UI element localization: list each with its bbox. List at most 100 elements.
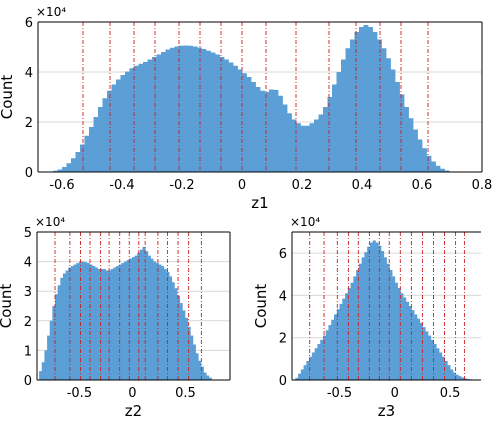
- y-axis-label: Count: [0, 75, 16, 120]
- x-tick-label: 0.4: [352, 178, 373, 193]
- x-tick-label: 0.8: [472, 178, 492, 193]
- histogram-bar: [185, 318, 188, 380]
- histogram-bar: [400, 293, 403, 380]
- histogram-bar: [445, 361, 448, 380]
- histogram-bar: [179, 46, 184, 172]
- histogram-bar: [428, 336, 431, 380]
- histogram-bar: [238, 70, 243, 173]
- histogram-bar: [63, 273, 66, 380]
- x-tick-label: 0.5: [175, 386, 196, 401]
- histogram-bar: [130, 68, 135, 172]
- y-tick-label: 5: [24, 226, 32, 241]
- histogram-bar: [377, 40, 382, 173]
- histogram-bar: [233, 66, 238, 172]
- histogram-bar: [71, 158, 76, 172]
- histogram-bar: [229, 63, 234, 173]
- histogram-bar: [47, 336, 50, 380]
- histogram-bar: [456, 375, 459, 380]
- histogram-bar: [50, 321, 53, 380]
- histogram-bar: [356, 270, 359, 380]
- histogram-bar: [413, 130, 418, 173]
- histogram-bar: [108, 270, 111, 380]
- histogram-bar: [71, 266, 74, 380]
- y-tick-label: 2: [279, 332, 287, 347]
- histogram-bar: [367, 247, 370, 380]
- histogram-bar: [296, 123, 301, 172]
- histogram-bar: [87, 263, 90, 380]
- histogram-bar: [62, 167, 67, 172]
- histogram-bar: [387, 264, 390, 380]
- histogram-bar: [197, 48, 202, 173]
- histogram-bar: [188, 327, 191, 380]
- y-tick-label: 6: [25, 16, 33, 31]
- histogram-bar: [331, 320, 334, 380]
- histogram-bar: [121, 263, 124, 380]
- histogram-bar: [411, 310, 414, 380]
- histogram-bar: [92, 266, 95, 380]
- y-tick-label: 4: [24, 256, 32, 271]
- histogram-bar: [161, 52, 166, 172]
- histogram-bar: [103, 98, 108, 172]
- histogram-bar: [184, 46, 189, 173]
- histogram-bar: [417, 319, 420, 380]
- histogram-bar: [362, 257, 365, 380]
- histogram-bar: [80, 145, 85, 173]
- histogram-bar: [342, 299, 345, 380]
- histogram-bar: [458, 376, 461, 380]
- histogram-bar: [305, 126, 310, 172]
- histogram-bar: [161, 266, 164, 380]
- histogram-bar: [334, 314, 337, 380]
- x-tick-label: 0: [128, 386, 136, 401]
- histogram-bar: [328, 325, 331, 380]
- x-tick-label: 0.6: [412, 178, 433, 193]
- histogram-bar: [265, 92, 270, 172]
- histogram-bar: [116, 80, 121, 173]
- histogram-bar: [182, 310, 185, 380]
- histogram-bar: [404, 107, 409, 172]
- histogram-bar: [447, 365, 450, 380]
- histogram-bar: [403, 298, 406, 380]
- histogram-bar: [304, 365, 307, 380]
- y-tick-label: 4: [25, 66, 33, 81]
- histogram-bar: [425, 331, 428, 380]
- histogram-bar: [39, 371, 42, 380]
- histogram-bar: [103, 269, 106, 380]
- x-axis-label: z2: [125, 402, 142, 420]
- histogram-bar: [156, 263, 159, 380]
- x-tick-label: 0: [238, 178, 246, 193]
- histogram-bar: [202, 49, 207, 172]
- histogram-bar: [312, 353, 315, 380]
- histogram-bar: [158, 265, 161, 380]
- histogram-bar: [153, 262, 156, 380]
- y-tick-label: 3: [24, 285, 32, 300]
- histogram-bar: [378, 246, 381, 380]
- histogram-bar: [76, 263, 79, 380]
- histogram-bar: [111, 269, 114, 380]
- histogram-bar: [76, 152, 81, 172]
- histogram-bar: [188, 46, 193, 172]
- histogram-bar: [319, 115, 324, 173]
- histogram-bar: [148, 256, 151, 380]
- histogram-bar: [381, 251, 384, 380]
- y-tick-label: 0: [279, 374, 287, 389]
- histogram-bar: [395, 82, 400, 172]
- y-tick-label: 2: [24, 315, 32, 330]
- histogram-bar: [375, 243, 378, 380]
- histogram-bar: [269, 90, 274, 173]
- y-axis-label: Count: [252, 284, 270, 329]
- y-tick-label: 2: [25, 116, 33, 131]
- histogram-bar: [422, 327, 425, 380]
- x-tick-label: -0.5: [67, 386, 92, 401]
- histogram-bar: [310, 123, 315, 172]
- histogram-bar: [164, 269, 167, 380]
- histogram-bar: [119, 265, 122, 380]
- histogram-bar: [206, 376, 209, 380]
- histogram-bar: [386, 58, 391, 172]
- histogram-bar: [66, 270, 69, 380]
- histogram-bar: [143, 62, 148, 172]
- y-tick-label: 6: [279, 247, 287, 262]
- histogram-bar: [67, 163, 72, 172]
